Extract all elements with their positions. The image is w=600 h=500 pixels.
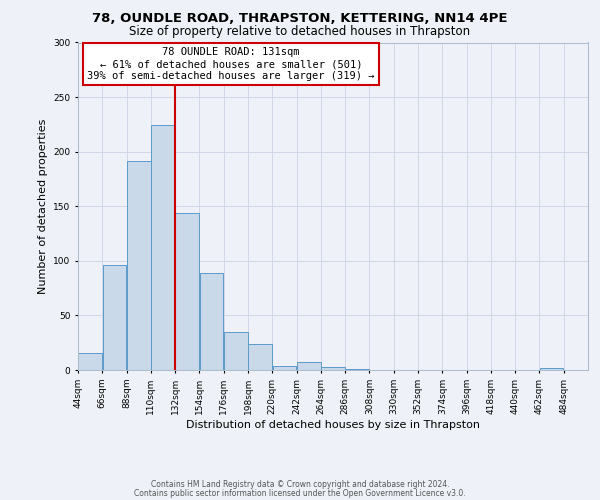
- Bar: [103, 265, 127, 370]
- Y-axis label: Number of detached properties: Number of detached properties: [38, 118, 47, 294]
- Bar: [248, 344, 272, 370]
- Text: Contains public sector information licensed under the Open Government Licence v3: Contains public sector information licen…: [134, 488, 466, 498]
- Text: 78, OUNDLE ROAD, THRAPSTON, KETTERING, NN14 4PE: 78, OUNDLE ROAD, THRAPSTON, KETTERING, N…: [92, 12, 508, 26]
- Bar: [539, 368, 563, 370]
- Bar: [346, 369, 369, 370]
- Bar: [175, 213, 199, 370]
- Bar: [78, 352, 102, 370]
- X-axis label: Distribution of detached houses by size in Thrapston: Distribution of detached houses by size …: [186, 420, 480, 430]
- Bar: [224, 332, 248, 370]
- Bar: [127, 162, 151, 370]
- Bar: [200, 273, 223, 370]
- Bar: [297, 362, 320, 370]
- Text: Size of property relative to detached houses in Thrapston: Size of property relative to detached ho…: [130, 25, 470, 38]
- Text: Contains HM Land Registry data © Crown copyright and database right 2024.: Contains HM Land Registry data © Crown c…: [151, 480, 449, 489]
- Bar: [151, 126, 175, 370]
- Text: 78 OUNDLE ROAD: 131sqm
← 61% of detached houses are smaller (501)
39% of semi-de: 78 OUNDLE ROAD: 131sqm ← 61% of detached…: [87, 48, 375, 80]
- Bar: [321, 366, 345, 370]
- Bar: [272, 366, 296, 370]
